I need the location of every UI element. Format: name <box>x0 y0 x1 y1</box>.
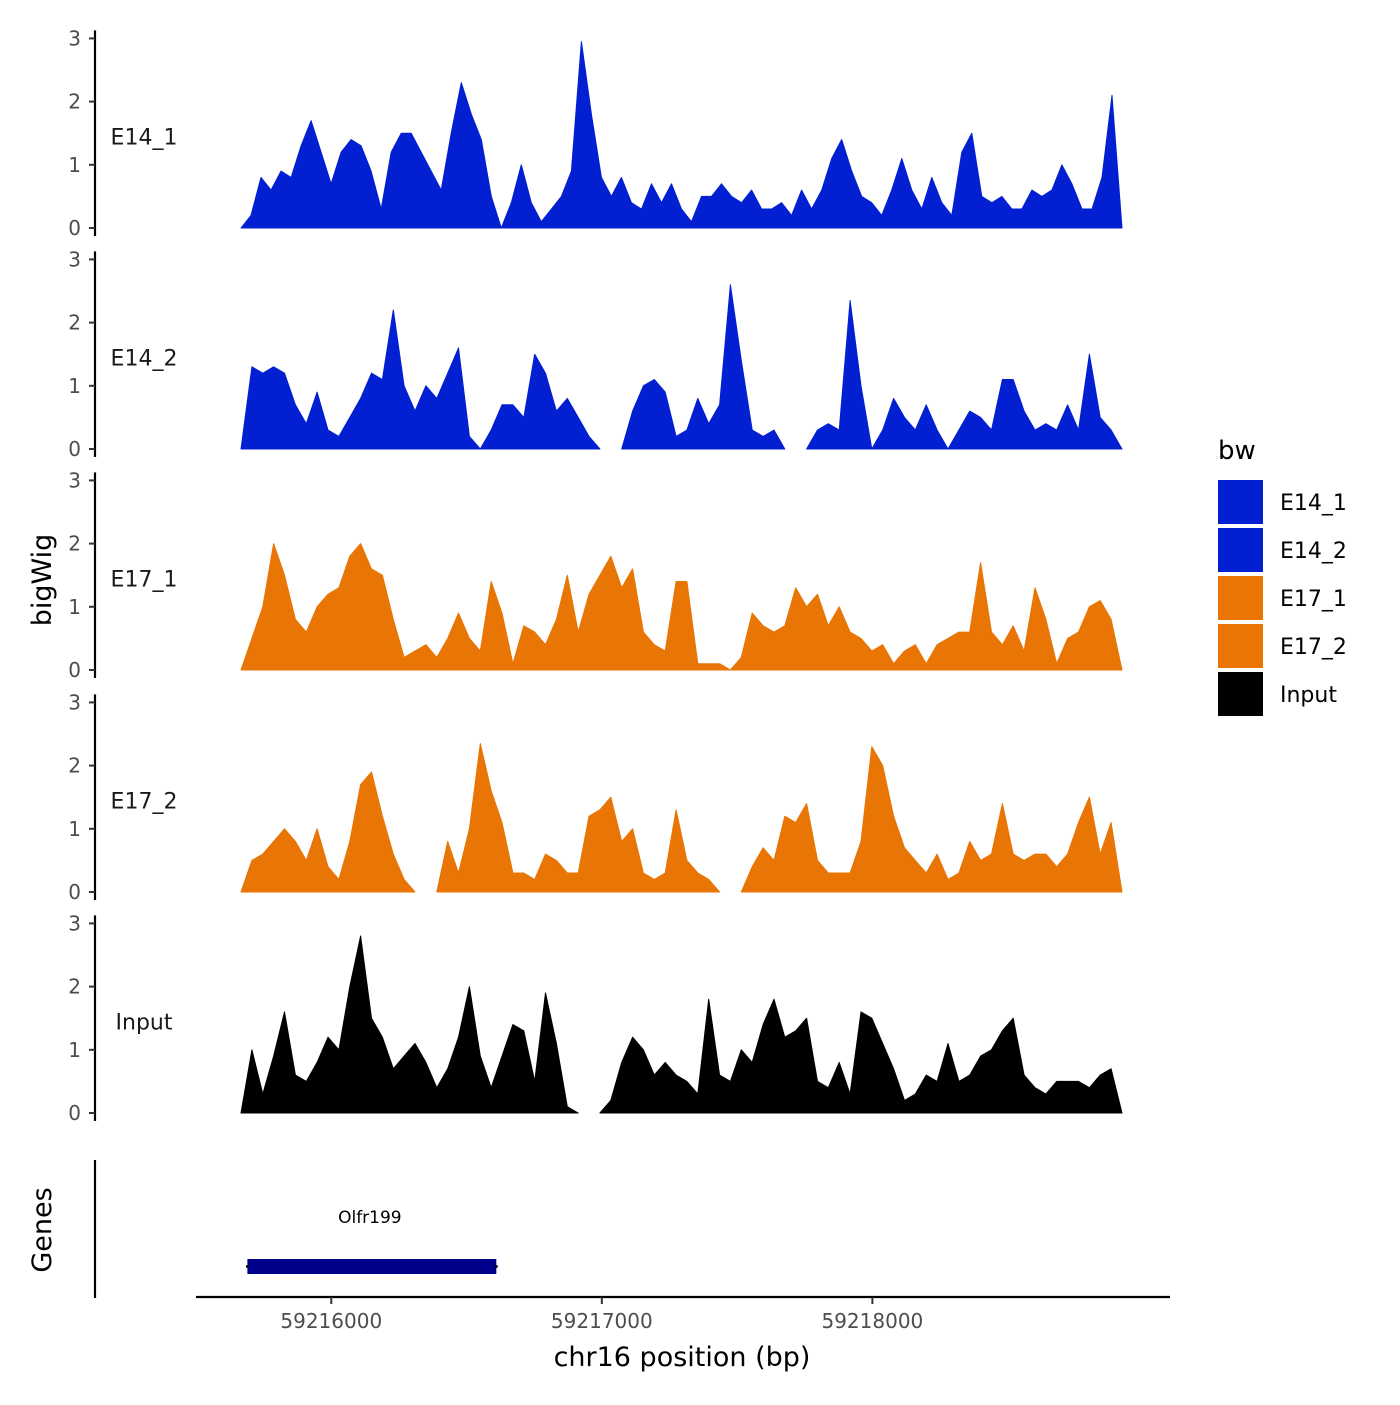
gene-label-olfr199: Olfr199 <box>338 1208 402 1228</box>
genes-track-title: Genes <box>27 1187 58 1272</box>
track-label-e14_1: E14_1 <box>111 125 178 150</box>
gene-bar-start-cap <box>245 1265 249 1268</box>
y-tick-label: 1 <box>68 153 81 177</box>
x-axis-title: chr16 position (bp) <box>554 1342 811 1373</box>
y-tick-label: 3 <box>68 26 81 50</box>
y-tick-label: 0 <box>68 216 81 240</box>
y-tick-label: 3 <box>68 690 81 714</box>
y-tick-label: 0 <box>68 880 81 904</box>
y-tick-label: 3 <box>68 468 81 492</box>
y-tick-label: 1 <box>68 595 81 619</box>
y-tick-label: 2 <box>68 90 81 114</box>
y-tick-label: 0 <box>68 437 81 461</box>
area-e14_2-segment-3 <box>806 300 1123 450</box>
y-tick-label: 3 <box>68 911 81 935</box>
legend-label-input: Input <box>1280 683 1337 708</box>
x-tick-label: 59217000 <box>551 1309 653 1333</box>
track-label-e14_2: E14_2 <box>111 346 178 371</box>
legend-label-e17_1: E17_1 <box>1280 587 1347 612</box>
gene-bar-end-cap <box>494 1265 498 1268</box>
y-tick-label: 1 <box>68 1038 81 1062</box>
legend-label-e14_1: E14_1 <box>1280 491 1347 516</box>
legend-key-e17_1 <box>1218 576 1263 620</box>
y-tick-label: 2 <box>68 532 81 556</box>
legend-key-input <box>1218 672 1263 716</box>
legend-key-e14_2 <box>1218 528 1263 572</box>
track-label-e17_1: E17_1 <box>111 567 178 592</box>
legend-title: bw <box>1218 436 1256 466</box>
area-input-segment-1 <box>240 935 579 1114</box>
legend-key-e17_2 <box>1218 624 1263 668</box>
legend-key-e14_1 <box>1218 480 1263 524</box>
legend-label-e14_2: E14_2 <box>1280 539 1347 564</box>
area-e14_1-segment-1 <box>240 41 1123 229</box>
area-e14_2-segment-1 <box>240 309 601 450</box>
y-tick-label: 3 <box>68 247 81 271</box>
y-tick-label: 2 <box>68 754 81 778</box>
y-tick-label: 1 <box>68 374 81 398</box>
area-e17_2-segment-2 <box>436 743 721 893</box>
track-label-input: Input <box>116 1010 173 1035</box>
area-e17_2-segment-1 <box>240 771 416 893</box>
y-tick-label: 0 <box>68 658 81 682</box>
legend-label-e17_2: E17_2 <box>1280 635 1347 660</box>
y-tick-label: 0 <box>68 1101 81 1125</box>
y-tick-label: 2 <box>68 311 81 335</box>
track-label-e17_2: E17_2 <box>111 789 178 814</box>
x-tick-label: 59218000 <box>821 1309 923 1333</box>
y-tick-label: 1 <box>68 817 81 841</box>
y-tick-label: 2 <box>68 975 81 999</box>
x-tick-label: 59216000 <box>280 1309 382 1333</box>
area-e17_1-segment-1 <box>240 543 1123 671</box>
area-input-segment-2 <box>599 998 1123 1114</box>
y-axis-title: bigWig <box>27 534 58 627</box>
area-e14_2-segment-2 <box>621 284 786 450</box>
area-e17_2-segment-3 <box>740 746 1123 893</box>
gene-bar-olfr199 <box>247 1259 497 1274</box>
